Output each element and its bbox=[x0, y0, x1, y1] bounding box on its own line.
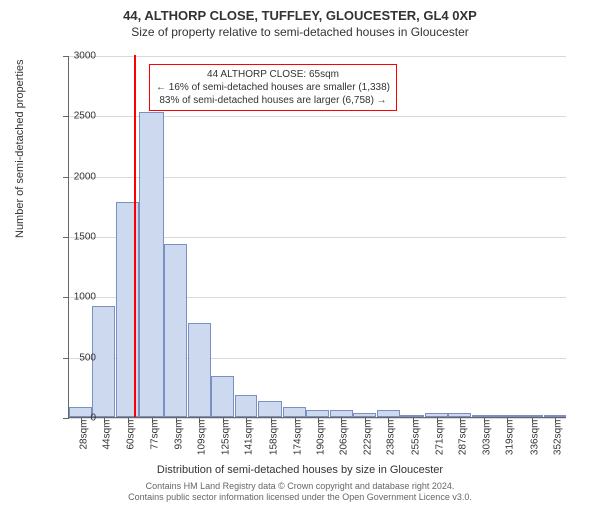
x-tick-label: 206sqm bbox=[339, 420, 350, 456]
page-title-address: 44, ALTHORP CLOSE, TUFFLEY, GLOUCESTER, … bbox=[0, 8, 600, 23]
x-tick-label: 28sqm bbox=[78, 420, 89, 450]
y-tick-label: 2500 bbox=[56, 111, 96, 122]
footer-line1: Contains HM Land Registry data © Crown c… bbox=[0, 481, 600, 493]
x-tick-label: 77sqm bbox=[150, 420, 161, 450]
histogram-bar bbox=[330, 410, 353, 417]
y-tick-label: 2000 bbox=[56, 171, 96, 182]
y-tick-label: 3000 bbox=[56, 51, 96, 62]
x-tick-label: 174sqm bbox=[292, 420, 303, 456]
footer-attribution: Contains HM Land Registry data © Crown c… bbox=[0, 481, 600, 504]
x-tick-label: 303sqm bbox=[481, 420, 492, 456]
x-tick-label: 352sqm bbox=[553, 420, 564, 456]
x-tick-label: 60sqm bbox=[125, 420, 136, 450]
histogram-bar bbox=[258, 401, 282, 417]
annotation-line1: 44 ALTHORP CLOSE: 65sqm bbox=[156, 68, 390, 81]
property-marker-line bbox=[134, 55, 136, 417]
y-axis-label: Number of semi-detached properties bbox=[14, 59, 26, 238]
x-tick-label: 287sqm bbox=[458, 420, 469, 456]
y-tick-label: 1000 bbox=[56, 292, 96, 303]
histogram-chart: 28sqm44sqm60sqm77sqm93sqm109sqm125sqm141… bbox=[68, 56, 566, 418]
x-tick-label: 158sqm bbox=[269, 420, 280, 456]
x-tick-label: 44sqm bbox=[102, 420, 113, 450]
y-tick-label: 0 bbox=[56, 413, 96, 424]
annotation-box: 44 ALTHORP CLOSE: 65sqm← 16% of semi-det… bbox=[149, 64, 397, 111]
x-tick-label: 271sqm bbox=[434, 420, 445, 456]
footer-line2: Contains public sector information licen… bbox=[0, 492, 600, 504]
histogram-bar bbox=[283, 407, 306, 417]
annotation-line2: ← 16% of semi-detached houses are smalle… bbox=[156, 81, 390, 94]
y-tick-label: 1500 bbox=[56, 232, 96, 243]
histogram-bar bbox=[164, 244, 187, 417]
annotation-line3: 83% of semi-detached houses are larger (… bbox=[156, 94, 390, 107]
x-axis-label: Distribution of semi-detached houses by … bbox=[0, 464, 600, 476]
histogram-bar bbox=[400, 415, 424, 417]
grid-line bbox=[69, 56, 566, 57]
histogram-bar bbox=[211, 376, 234, 417]
histogram-bar bbox=[139, 112, 163, 417]
histogram-bar bbox=[377, 410, 400, 417]
x-tick-label: 336sqm bbox=[529, 420, 540, 456]
x-tick-label: 93sqm bbox=[173, 420, 184, 450]
x-tick-label: 109sqm bbox=[197, 420, 208, 456]
plot-area: 28sqm44sqm60sqm77sqm93sqm109sqm125sqm141… bbox=[68, 56, 566, 418]
histogram-bar bbox=[306, 410, 329, 417]
x-tick-label: 125sqm bbox=[220, 420, 231, 456]
x-tick-label: 238sqm bbox=[386, 420, 397, 456]
y-tick-label: 500 bbox=[56, 352, 96, 363]
x-tick-label: 141sqm bbox=[244, 420, 255, 456]
histogram-bar bbox=[188, 323, 211, 417]
x-tick-label: 222sqm bbox=[362, 420, 373, 456]
x-tick-label: 319sqm bbox=[504, 420, 515, 456]
x-tick-label: 190sqm bbox=[316, 420, 327, 456]
page-subtitle: Size of property relative to semi-detach… bbox=[0, 25, 600, 39]
histogram-bar bbox=[235, 395, 258, 417]
x-tick-label: 255sqm bbox=[411, 420, 422, 456]
